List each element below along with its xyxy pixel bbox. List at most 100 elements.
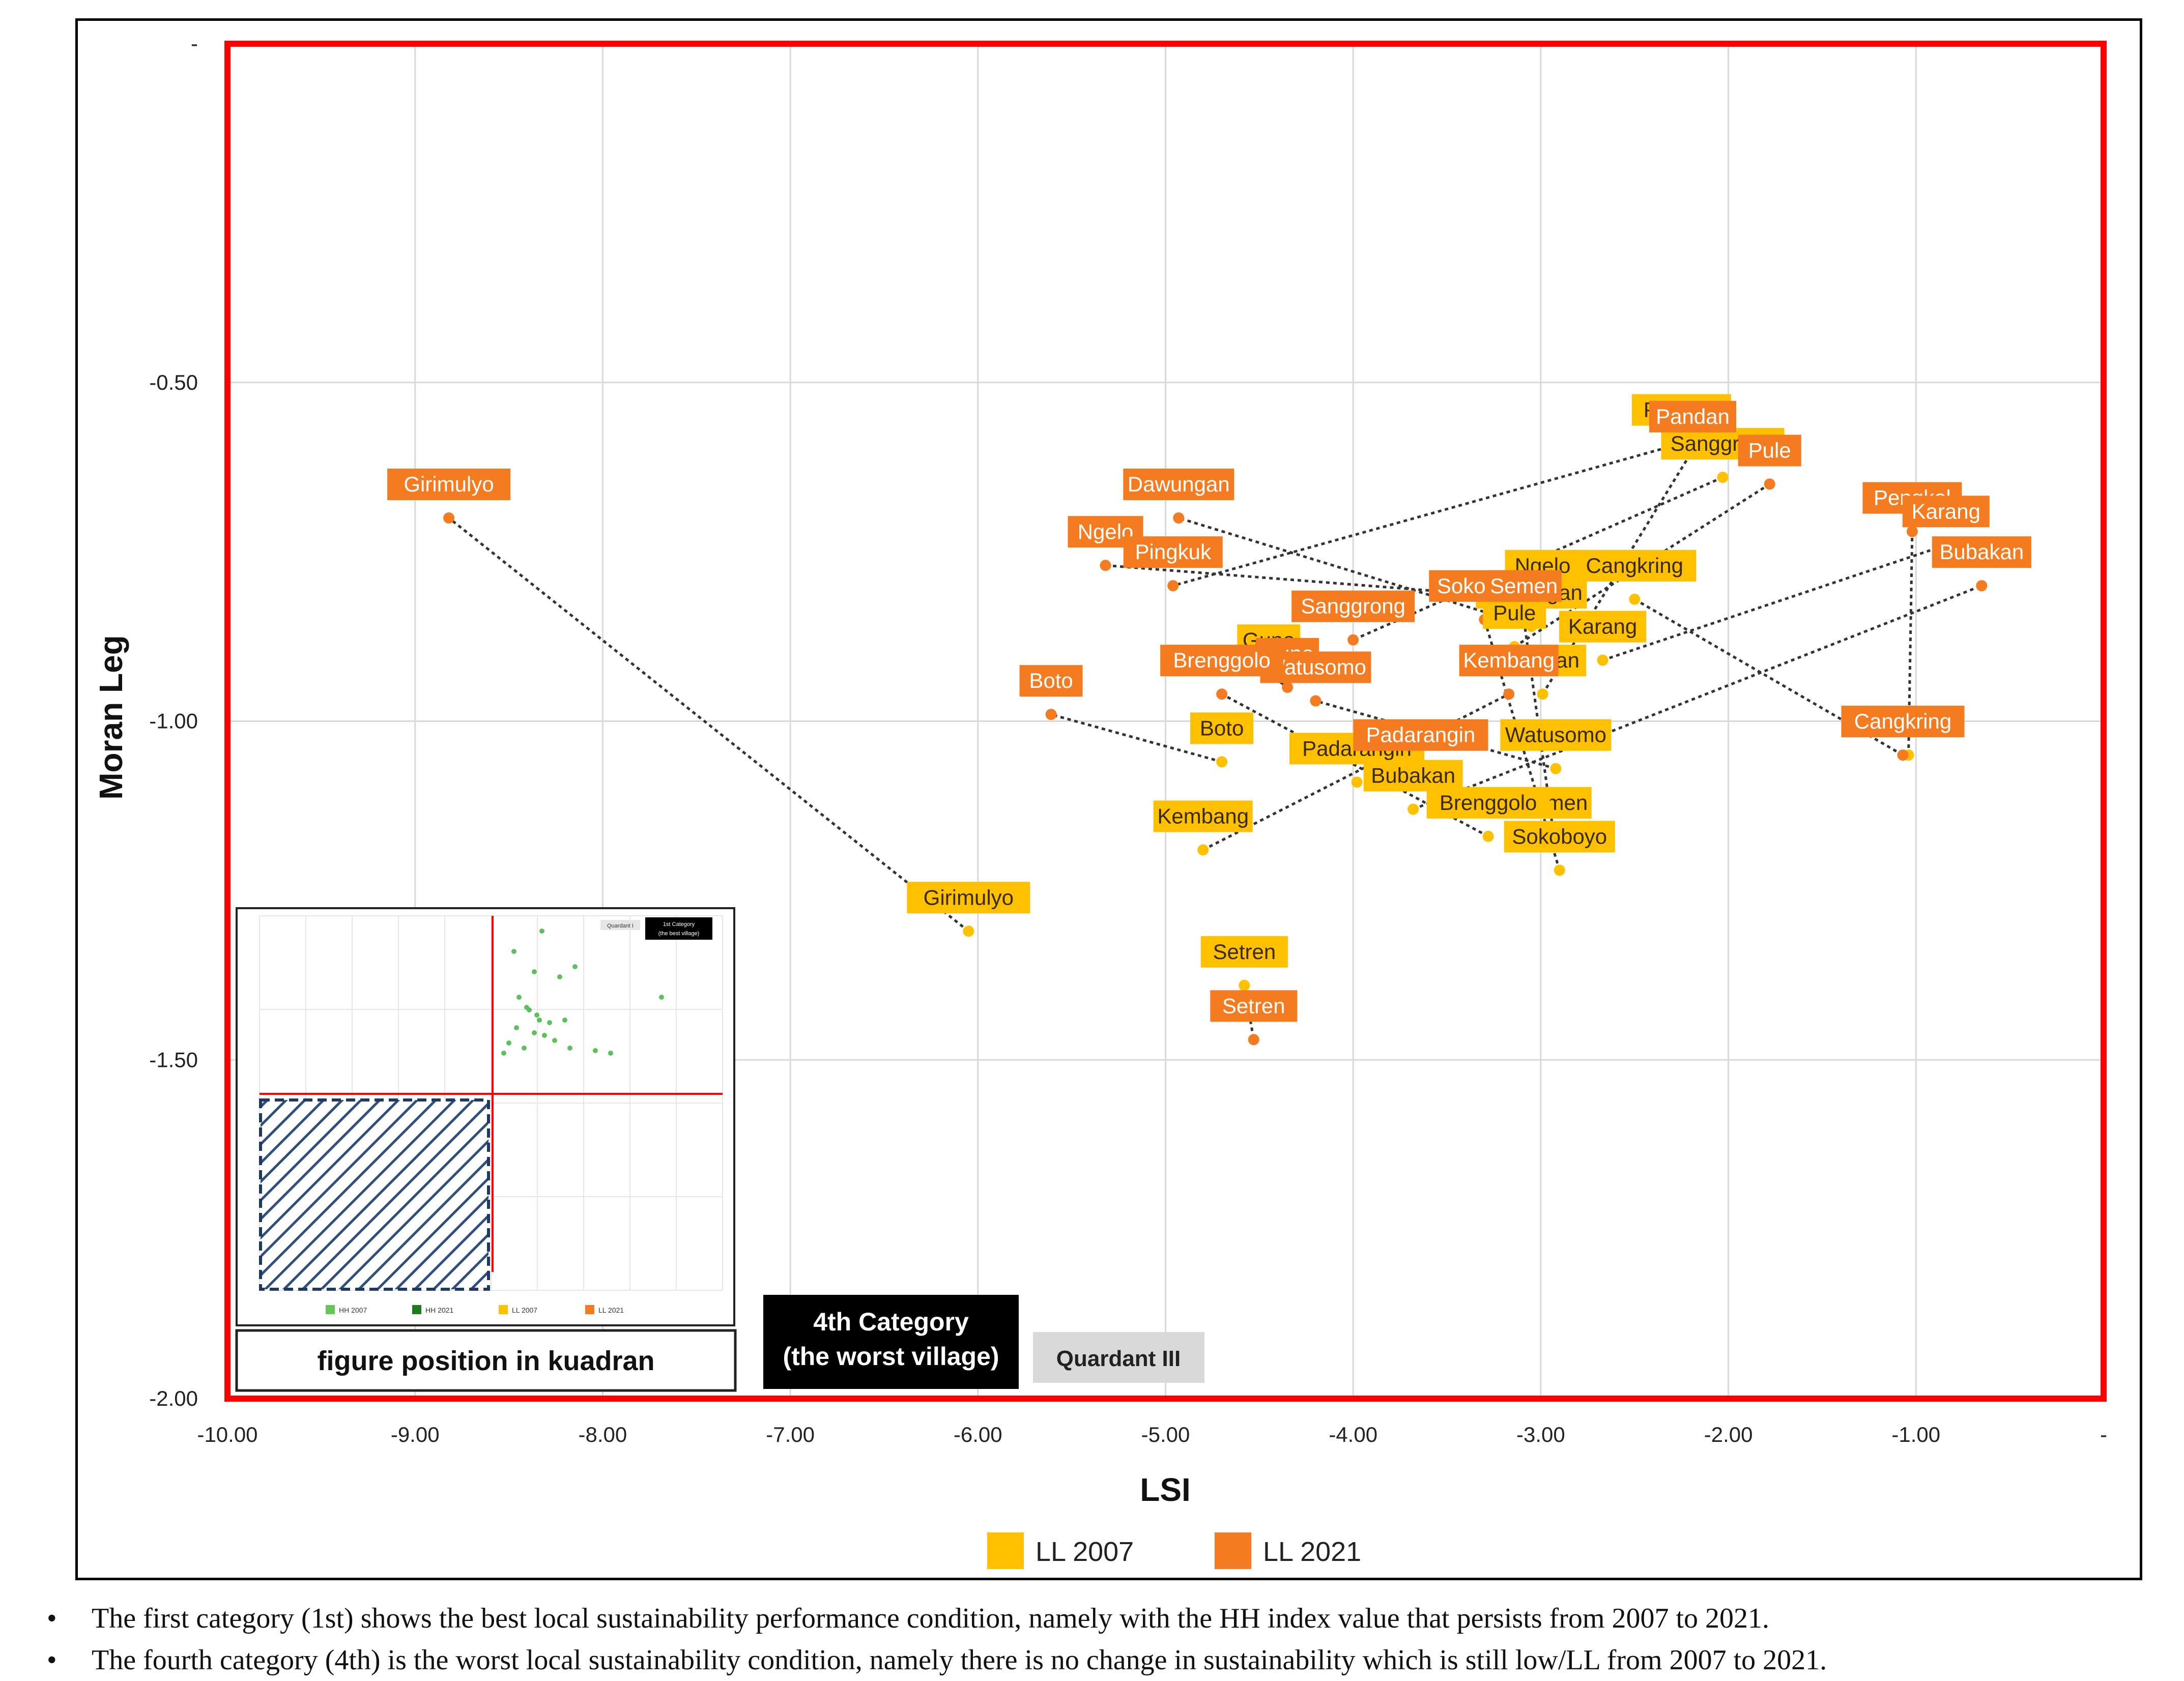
y-tick-label: -: [191, 32, 198, 55]
label-text: Pandan: [1656, 404, 1730, 428]
x-axis-ticks: -10.00 -9.00 -8.00 -7.00 -6.00 -5.00 -4.00 -3.0…: [197, 1423, 2107, 1446]
inset-dot: [532, 969, 537, 974]
label-background: [1153, 800, 1253, 832]
inset-tag-1: [600, 920, 640, 930]
label-text: Brenggolo: [1173, 648, 1270, 672]
label-text: Setren: [1222, 994, 1285, 1018]
category-box-line2: (the worst village): [783, 1342, 999, 1371]
connector-line: [1178, 516, 1532, 628]
inset-legend-label: HH 2007: [339, 1306, 367, 1314]
y-axis-title: Moran Leg: [93, 635, 129, 800]
inset-dot: [511, 949, 516, 954]
label-ll-2007: Karang: [1559, 611, 1647, 643]
x-tick-label: -7.00: [766, 1423, 815, 1446]
inset-dot: [506, 1040, 511, 1046]
point-ll-2007: [1351, 776, 1363, 788]
label-text: Kembang: [1157, 804, 1249, 828]
label-ll-2007: Watusomo: [1500, 719, 1612, 751]
connector-line: [1172, 442, 1682, 587]
legend-swatch-ll2007: [987, 1532, 1024, 1569]
inset-dots: [501, 929, 664, 1056]
point-ll-2007: [1197, 844, 1209, 856]
inset-caption: figure position in kuadran: [317, 1346, 654, 1376]
label-text: Girimulyo: [404, 472, 494, 496]
legend-label-ll2021: LL 2021: [1263, 1537, 1361, 1567]
label-background: [1486, 570, 1562, 602]
inset-legend-swatch: [499, 1305, 508, 1314]
inset-dot: [562, 1018, 567, 1023]
inset-dot: [593, 1048, 598, 1053]
label-text: Karang: [1568, 615, 1637, 639]
x-tick-label: -4.00: [1329, 1423, 1377, 1446]
y-tick-label: -0.50: [149, 370, 198, 394]
quadrant-label-box: [1033, 1332, 1204, 1383]
label-ll-2021: Pandan: [1649, 400, 1737, 432]
label-background: [1363, 760, 1463, 792]
label-background: [1483, 597, 1546, 629]
label-text: Boto: [1029, 669, 1073, 692]
point-ll-2021: [1248, 1034, 1259, 1046]
note-text: The first category (1st) shows the best …: [92, 1603, 1770, 1634]
label-ll-2021: Cangkring: [1841, 706, 1965, 738]
label-background: [1841, 706, 1965, 738]
point-ll-2021: [1216, 688, 1228, 700]
label-background: [1573, 549, 1697, 582]
y-axis-ticks: - -0.50 -1.00 -1.50 -2.00: [149, 32, 198, 1410]
inset-dot: [659, 995, 664, 1000]
label-text: Cangkring: [1854, 709, 1951, 733]
label-text: Cangkring: [1586, 554, 1683, 577]
label-text: Pule: [1493, 601, 1536, 625]
inset-legend-label: LL 2021: [598, 1306, 624, 1314]
label-background: [1738, 434, 1801, 467]
label-text: Dawungan: [1128, 472, 1230, 496]
point-ll-2021: [1167, 580, 1179, 592]
label-text: Boto: [1200, 716, 1244, 740]
label-background: [387, 469, 511, 501]
label-background: [1123, 469, 1234, 501]
inset-dot: [547, 1020, 552, 1025]
point-ll-2007: [1407, 803, 1419, 815]
x-tick-label: -9.00: [391, 1423, 440, 1446]
inset-dot: [522, 1046, 527, 1051]
point-ll-2007: [1629, 593, 1641, 605]
category-box: [763, 1295, 1019, 1389]
inset-dot: [539, 929, 544, 934]
label-background: [1426, 787, 1550, 819]
label-background: [1019, 665, 1083, 697]
label-ll-2021: Pule: [1738, 434, 1801, 467]
label-ll-2007: Sokoboyo: [1504, 821, 1615, 853]
inset-tag-2-text: 1st Category: [663, 921, 695, 928]
x-tick-label: -5.00: [1141, 1423, 1190, 1446]
label-text: Sanggrong: [1301, 594, 1405, 618]
x-tick-label: -: [2100, 1423, 2107, 1446]
point-ll-2021: [1347, 634, 1359, 646]
y-tick-label: -1.00: [149, 709, 198, 733]
label-background: [1160, 645, 1284, 677]
inset-dot: [572, 964, 578, 969]
point-ll-2021: [1310, 695, 1321, 707]
inset-figure: Quardant I 1st Category (the best villag…: [235, 907, 737, 1392]
label-ll-2021: Girimulyo: [387, 469, 511, 501]
point-ll-2007: [1216, 756, 1228, 768]
inset-hatched-quadrant: [259, 1098, 490, 1291]
inset-dot: [537, 1018, 542, 1023]
inset-dot: [532, 1030, 537, 1035]
point-ll-2007: [1537, 688, 1548, 700]
connector-line: [1315, 700, 1557, 770]
inset-dot: [516, 995, 522, 1000]
point-ll-2007: [1239, 979, 1250, 991]
label-ll-2007: Girimulyo: [907, 882, 1030, 914]
label-ll-2021: Padarangin: [1353, 719, 1488, 751]
label-ll-2021: Bubakan: [1932, 536, 2031, 568]
label-text: Girimulyo: [924, 885, 1014, 909]
label-text: Sokoboyo: [1512, 824, 1607, 848]
label-background: [1353, 719, 1488, 751]
inset-dot: [514, 1025, 519, 1030]
label-text: Bubakan: [1939, 540, 2024, 564]
label-text: Pingkuk: [1135, 540, 1212, 564]
label-background: [1500, 719, 1612, 751]
label-text: Karang: [1912, 499, 1980, 523]
connector-line: [448, 517, 969, 933]
label-text: Brenggolo: [1440, 791, 1537, 815]
point-ll-2021: [1173, 512, 1185, 524]
